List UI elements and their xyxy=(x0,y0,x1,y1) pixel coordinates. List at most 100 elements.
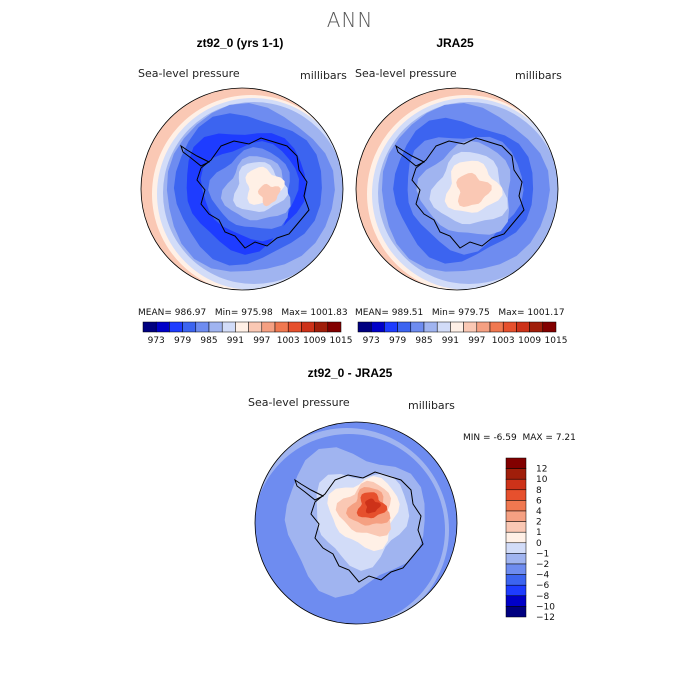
panel2-colorbar-swatch-4 xyxy=(410,321,425,333)
panel3-colorbar-swatch-2 xyxy=(505,478,527,491)
panel3-max-value: 7.21 xyxy=(555,433,576,443)
panel3-colorbar-tick-0: 12 xyxy=(536,465,547,475)
figure-title: ANN xyxy=(326,8,374,32)
panel3-min-value: -6.59 xyxy=(493,433,517,443)
panel3-min-label: MIN = xyxy=(463,433,491,443)
panel1-colorbar-swatch-8 xyxy=(248,321,263,333)
panel1-colorbar-swatch-6 xyxy=(221,321,236,333)
panel1-colorbar-swatch-3 xyxy=(182,321,197,333)
panel2-colorbar-swatch-11 xyxy=(502,321,517,333)
panel2-field xyxy=(356,88,558,290)
panel3-colorbar-tick-5: 2 xyxy=(536,518,542,528)
panel3-colorbar-swatch-12 xyxy=(505,584,527,597)
panel3-colorbar-swatch-13 xyxy=(505,595,527,607)
panel2-min-value: 979.75 xyxy=(458,308,490,318)
panel2-stats: MEAN= 989.51 Min= 979.75 Max= 1001.17 xyxy=(355,308,565,318)
panel3-colorbar-tick-3: 6 xyxy=(536,496,542,506)
panel3-colorbar-swatch-1 xyxy=(505,468,527,480)
panel3-colorbar-tick-4: 4 xyxy=(536,507,542,517)
panel2-antarctica-coastline xyxy=(411,137,525,249)
panel2-colorbar-swatch-3 xyxy=(397,321,412,333)
panel2-colorbar-swatch-6 xyxy=(436,321,451,333)
panel1-title: zt92_0 (yrs 1-1) xyxy=(196,36,284,50)
panel1-colorbar-swatch-2 xyxy=(169,321,183,333)
panel3-variable-label: Sea-level pressure xyxy=(248,396,350,409)
panel3-colorbar-tick-9: −2 xyxy=(536,560,549,570)
panel1-min-label: Min= xyxy=(214,308,239,318)
panel2-colorbar: 973 979 985 991 997 1003 1009 1015 xyxy=(357,321,567,346)
panel1-colorbar-tick-1: 979 xyxy=(174,336,191,346)
panel2-max-label: Max= xyxy=(498,308,525,318)
panel3-map-border xyxy=(254,421,458,625)
panel3-colorbar-tick-13: −10 xyxy=(536,602,555,612)
panel3-colorbar-tick-1: 10 xyxy=(536,475,548,485)
panel2-map xyxy=(355,87,559,291)
panel1-colorbar-swatch-9 xyxy=(261,321,276,333)
panel1-map-border xyxy=(140,87,344,291)
panel3-colorbar-tick-12: −8 xyxy=(536,592,550,602)
panel3-colorbar-tick-7: 0 xyxy=(536,539,542,549)
panel1-contour-12 xyxy=(257,183,281,207)
panel1-mean-label: MEAN= xyxy=(138,308,172,318)
panel1-colorbar-tick-6: 1009 xyxy=(303,336,326,346)
panel1-colorbar-swatch-5 xyxy=(208,321,223,333)
panel1-units-label: millibars xyxy=(300,69,347,82)
panel3-colorbar-tick-6: 1 xyxy=(536,528,542,538)
panel3-field xyxy=(255,422,457,624)
panel3-colorbar-tick-8: −1 xyxy=(536,549,549,559)
panel3-colorbar-swatch-8 xyxy=(505,542,527,554)
panel3-max-label: MAX = xyxy=(522,433,553,443)
panel2-contour-10 xyxy=(456,172,492,207)
panel2-colorbar-swatch-12 xyxy=(516,321,530,333)
panel3-colorbar-tick-14: −12 xyxy=(536,613,555,623)
panel3-colorbar-tick-11: −6 xyxy=(536,581,550,591)
panel2-min-label: Min= xyxy=(431,308,456,318)
panel2-colorbar-swatch-9 xyxy=(476,321,491,333)
panel1-colorbar-swatch-12 xyxy=(301,321,315,333)
panel3-colorbar-tick-10: −4 xyxy=(536,571,550,581)
panel1-colorbar-tick-4: 997 xyxy=(253,336,270,346)
panel2-colorbar-tick-1: 979 xyxy=(389,336,406,346)
panel2-mean-value: 989.51 xyxy=(391,308,424,318)
panel2-title: JRA25 xyxy=(436,36,474,50)
panel1-colorbar-swatch-0 xyxy=(142,321,157,333)
panel1-max-label: Max= xyxy=(281,308,308,318)
panel3-colorbar-swatch-6 xyxy=(505,521,527,533)
panel2-colorbar-tick-2: 985 xyxy=(415,336,432,346)
panel2-colorbar-tick-7: 1015 xyxy=(545,336,568,346)
panel3-units-label: millibars xyxy=(408,399,455,412)
panel1-stats: MEAN= 986.97 Min= 975.98 Max= 1001.83 xyxy=(138,308,348,318)
panel1-max-value: 1001.83 xyxy=(310,308,348,318)
panel1-colorbar-swatch-14 xyxy=(327,321,342,333)
panel2-colorbar-swatch-10 xyxy=(489,321,504,333)
panel1-colorbar-swatch-13 xyxy=(314,321,329,333)
panel1-colorbar-swatch-10 xyxy=(274,321,289,333)
panel2-colorbar-swatch-14 xyxy=(542,321,557,333)
panel2-colorbar-tick-0: 973 xyxy=(363,336,380,346)
panel2-colorbar-swatch-0 xyxy=(357,321,372,333)
panel3-colorbar-swatch-3 xyxy=(505,489,527,501)
panel1-peninsula-coastline xyxy=(180,144,211,167)
panel3-antarctica-coastline xyxy=(310,471,424,583)
panel1-variable-label: Sea-level pressure xyxy=(138,67,240,80)
panel2-colorbar-tick-3: 991 xyxy=(442,336,459,346)
panel3-title: zt92_0 - JRA25 xyxy=(307,366,393,380)
panel1-antarctica-coastline xyxy=(196,137,310,249)
panel2-colorbar-swatch-2 xyxy=(384,321,398,333)
panel1-colorbar: 973 979 985 991 997 1003 1009 1015 xyxy=(142,321,352,346)
panel3-colorbar-swatch-11 xyxy=(505,574,527,586)
panel2-colorbar-swatch-1 xyxy=(370,321,385,333)
panel3-map xyxy=(254,421,458,625)
panel2-colorbar-tick-5: 1003 xyxy=(492,336,515,346)
panel1-map xyxy=(140,87,344,291)
panel2-units-label: millibars xyxy=(515,69,562,82)
panel2-max-value: 1001.17 xyxy=(527,308,565,318)
panel2-colorbar-tick-4: 997 xyxy=(468,336,485,346)
panel3-stats: MIN = -6.59 MAX = 7.21 xyxy=(463,433,576,443)
panel3-colorbar-swatch-4 xyxy=(505,500,527,512)
panel1-colorbar-swatch-4 xyxy=(195,321,210,333)
panel3-colorbar-swatch-10 xyxy=(505,563,527,575)
panel2-colorbar-swatch-8 xyxy=(463,321,478,333)
panel1-colorbar-tick-7: 1015 xyxy=(330,336,353,346)
